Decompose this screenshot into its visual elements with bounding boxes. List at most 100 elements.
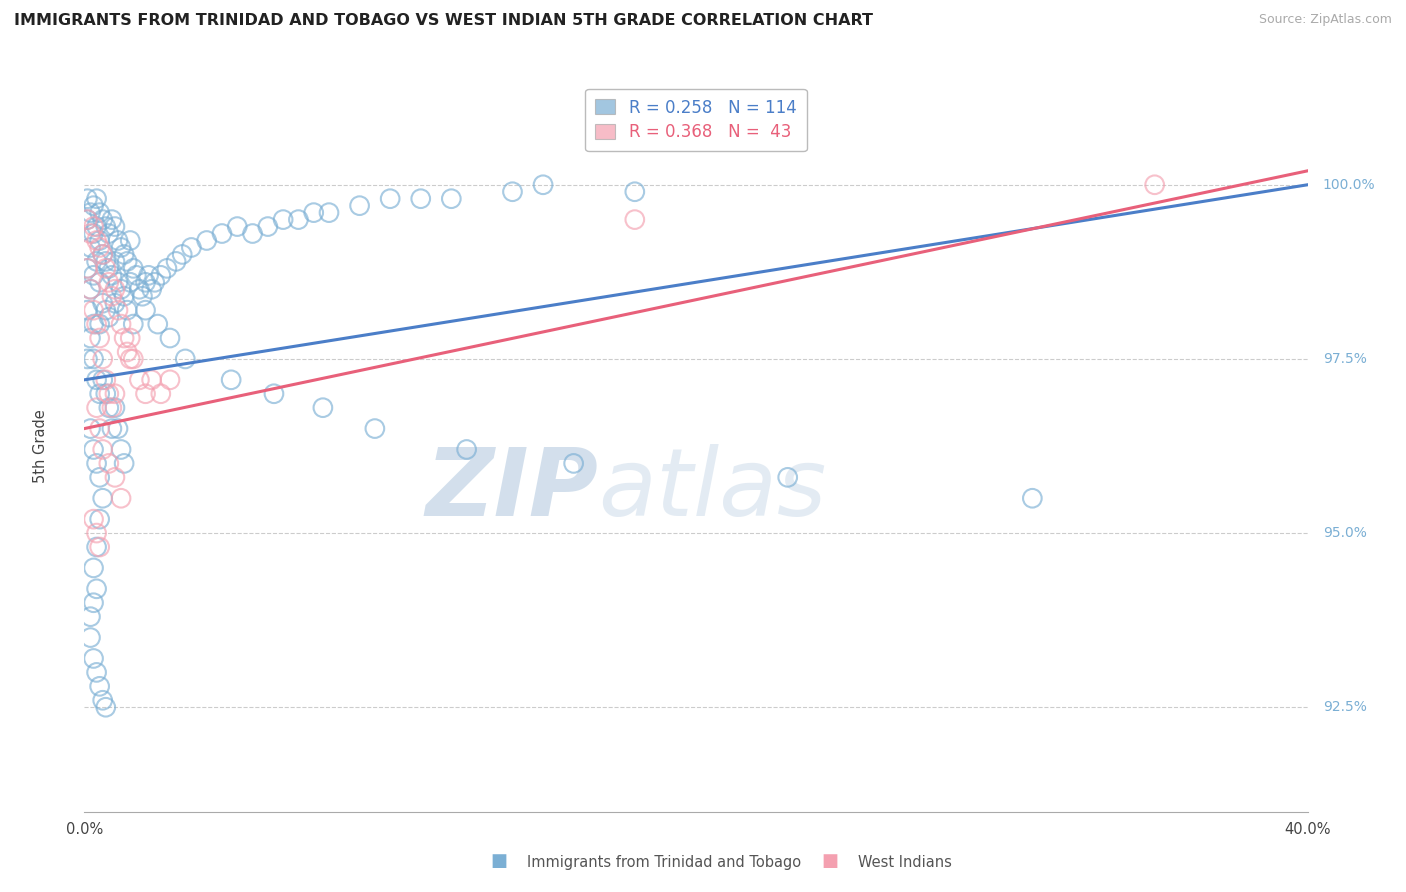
Point: [94, 386, 117, 401]
Point: [86, 401, 108, 415]
Point: [101, 268, 124, 283]
Point: [86, 317, 108, 331]
Text: 95.0%: 95.0%: [1323, 526, 1367, 540]
Point: [97, 310, 120, 325]
Point: [83, 351, 105, 366]
Point: [101, 289, 124, 303]
Point: [115, 303, 138, 318]
Point: [97, 275, 120, 289]
Point: [83, 596, 105, 610]
Point: [128, 373, 150, 387]
Point: [257, 219, 280, 234]
Point: [409, 192, 432, 206]
Point: [83, 651, 105, 665]
Point: [149, 386, 172, 401]
Point: [302, 205, 325, 219]
Point: [83, 199, 105, 213]
Point: [107, 303, 129, 318]
Point: [104, 386, 127, 401]
Text: ■: ■: [821, 852, 838, 870]
Point: [79, 240, 101, 254]
Point: [456, 442, 478, 457]
Point: [120, 275, 142, 289]
Point: [115, 345, 138, 359]
Point: [89, 679, 111, 693]
Point: [440, 192, 463, 206]
Point: [110, 491, 132, 506]
Point: [83, 317, 105, 331]
Point: [83, 442, 105, 457]
Point: [76, 261, 98, 276]
Point: [91, 247, 114, 261]
Point: [380, 192, 402, 206]
Legend: R = 0.258   N = 114, R = 0.368   N =  43: R = 0.258 N = 114, R = 0.368 N = 43: [585, 88, 807, 152]
Point: [76, 212, 98, 227]
Point: [125, 268, 148, 283]
Point: [312, 401, 335, 415]
Point: [101, 421, 124, 435]
Point: [79, 205, 101, 219]
Point: [86, 254, 108, 268]
Point: [86, 582, 108, 596]
Point: [146, 317, 169, 331]
Text: ZIP: ZIP: [425, 444, 598, 536]
Text: 100.0%: 100.0%: [1323, 178, 1375, 192]
Point: [122, 261, 145, 276]
Point: [86, 219, 108, 234]
Point: [89, 234, 111, 248]
Point: [776, 470, 799, 484]
Point: [86, 665, 108, 680]
Point: [120, 331, 142, 345]
Point: [89, 275, 111, 289]
Point: [131, 289, 153, 303]
Point: [562, 457, 585, 471]
Point: [89, 240, 111, 254]
Point: [211, 227, 233, 241]
Point: [86, 373, 108, 387]
Point: [101, 401, 124, 415]
Point: [89, 386, 111, 401]
Point: [86, 192, 108, 206]
Text: West Indians: West Indians: [858, 855, 952, 870]
Point: [180, 240, 202, 254]
Point: [135, 275, 157, 289]
Point: [101, 212, 124, 227]
Point: [287, 212, 309, 227]
Point: [128, 282, 150, 296]
Point: [104, 282, 127, 296]
Point: [624, 185, 647, 199]
Point: [94, 373, 117, 387]
Point: [94, 700, 117, 714]
Point: [89, 421, 111, 435]
Point: [172, 247, 194, 261]
Point: [110, 240, 132, 254]
Text: 92.5%: 92.5%: [1323, 700, 1367, 714]
Point: [364, 421, 387, 435]
Point: [97, 457, 120, 471]
Point: [141, 373, 163, 387]
Point: [104, 401, 127, 415]
Point: [349, 199, 371, 213]
Point: [143, 275, 166, 289]
Point: [86, 540, 108, 554]
Point: [271, 212, 294, 227]
Text: 97.5%: 97.5%: [1323, 352, 1367, 366]
Point: [120, 351, 142, 366]
Point: [86, 457, 108, 471]
Point: [107, 421, 129, 435]
Point: [174, 351, 197, 366]
Point: [79, 282, 101, 296]
Point: [226, 219, 249, 234]
Point: [89, 331, 111, 345]
Text: Source: ZipAtlas.com: Source: ZipAtlas.com: [1258, 13, 1392, 27]
Point: [79, 227, 101, 241]
Text: 40.0%: 40.0%: [1284, 822, 1331, 838]
Point: [107, 234, 129, 248]
Point: [104, 470, 127, 484]
Point: [104, 296, 127, 310]
Point: [97, 401, 120, 415]
Point: [91, 296, 114, 310]
Point: [89, 205, 111, 219]
Point: [83, 219, 105, 234]
Point: [86, 526, 108, 541]
